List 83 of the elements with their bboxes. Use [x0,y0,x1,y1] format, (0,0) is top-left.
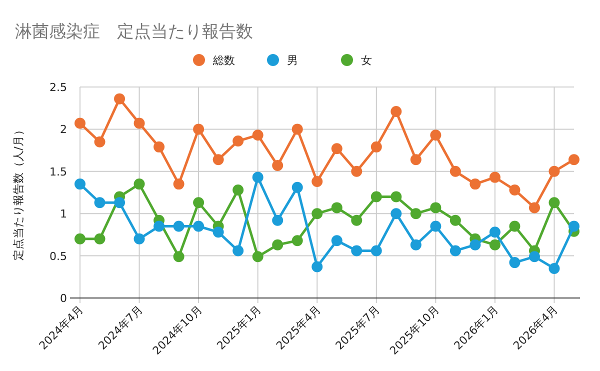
y-tick-label: 1 [60,208,67,221]
point [272,160,284,171]
y-axis-title: 定点当たり報告数（人/月） [12,124,25,260]
point [528,202,540,214]
point [410,239,422,250]
point [351,166,362,177]
y-tick-label: 0 [60,292,67,305]
point [272,214,284,226]
point [212,154,224,166]
point [450,214,461,226]
point [548,166,560,177]
point [173,251,184,262]
point [331,235,342,246]
point [489,172,500,183]
point [114,197,126,208]
point [410,154,422,166]
point [509,184,520,196]
point [370,141,382,152]
point [134,233,145,244]
point [450,245,461,256]
point [390,208,402,220]
legend-label: 男 [287,54,298,67]
point [528,251,540,262]
point [370,191,382,202]
point [193,124,204,135]
point [331,143,342,154]
point [292,235,303,246]
point [410,208,422,220]
point [331,202,342,214]
point [154,141,165,152]
point [114,93,126,104]
y-tick-label: 1.5 [50,165,67,178]
point [173,220,184,232]
point [430,220,442,232]
point [272,239,284,250]
point [94,136,106,148]
point [212,226,224,238]
point [94,233,106,244]
point [154,220,165,232]
point [370,245,382,256]
point [509,257,520,268]
point [94,197,106,208]
point [351,245,362,256]
point [312,261,323,272]
point [134,118,145,129]
y-tick-label: 2.5 [50,81,67,94]
point [470,178,481,190]
point [568,154,580,166]
chart-title: 淋菌感染症 定点当たり報告数 [15,22,253,42]
point [74,118,86,129]
point [489,226,500,238]
point [232,184,244,196]
point [74,178,86,190]
legend-label: 女 [361,54,372,67]
point [173,178,184,190]
point [548,262,560,274]
point [312,208,323,220]
point [450,166,461,177]
point [232,245,244,256]
point [509,220,520,232]
point [252,130,264,141]
point [390,191,402,202]
point [312,176,323,188]
point [252,172,264,183]
point [430,202,442,214]
legend-label: 総数 [212,54,235,67]
point [489,239,500,250]
point [193,220,204,232]
point [232,136,244,147]
point [134,178,145,190]
point [74,233,86,244]
y-tick-label: 0.5 [50,250,67,263]
point [430,130,442,141]
point [292,124,303,135]
point [470,239,481,250]
point [351,214,362,226]
point [568,220,580,232]
y-tick-label: 2 [60,123,67,136]
point [390,106,402,117]
point [252,251,264,262]
point [193,197,204,208]
point [292,182,303,193]
point [548,197,560,208]
